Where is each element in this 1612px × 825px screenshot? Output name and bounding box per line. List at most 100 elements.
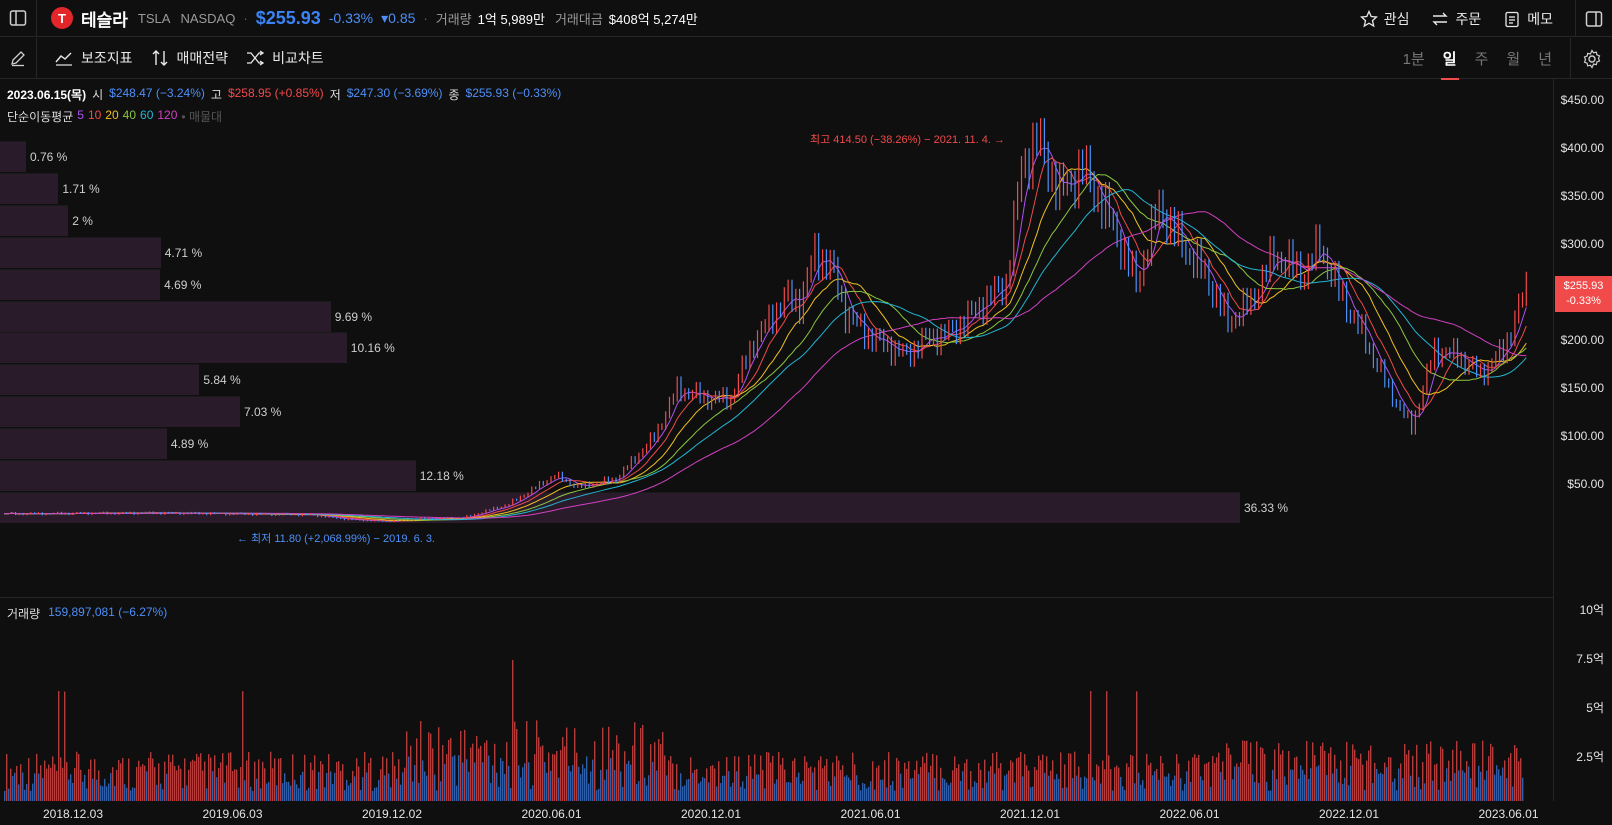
volume-bar [630, 764, 632, 801]
volume-bar [268, 781, 270, 801]
volume-bar [578, 766, 580, 801]
volume-bar [278, 758, 280, 801]
volume-divider[interactable] [0, 597, 1553, 598]
volume-bar [1460, 750, 1462, 801]
sidebar-toggle-icon[interactable] [0, 0, 37, 37]
price-chart[interactable]: 0.76 % 1.71 % 2 % 4.71 % 4.69 % 9.69 % 10.16 %… [0, 79, 1553, 580]
moving-average-legend[interactable]: 단순이동평균 5 10 20 40 60 120 • 매물대 [7, 108, 222, 125]
volume-bar [168, 754, 170, 801]
volume-bar [1298, 778, 1300, 801]
indicators-button[interactable]: 보조지표 [55, 48, 133, 68]
volume-bar [1360, 753, 1362, 801]
volume-bar [258, 759, 260, 801]
volume-bar [870, 781, 872, 801]
pencil-icon[interactable] [0, 37, 37, 79]
volume-bar [864, 783, 866, 801]
volume-bar [210, 757, 212, 801]
volume-bar [908, 761, 910, 801]
compare-button[interactable]: 비교차트 [246, 48, 324, 68]
volume-bar [1514, 745, 1516, 801]
tab-year[interactable]: 년 [1538, 51, 1552, 68]
volume-bar [216, 777, 218, 801]
volume-bar [6, 754, 8, 801]
volume-bar [746, 775, 748, 801]
volume-profile-label: 36.33 % [1244, 500, 1289, 515]
volume-bar [890, 785, 892, 801]
volume-bar [1494, 774, 1496, 801]
volume-bar [20, 764, 22, 801]
volume-bar [138, 760, 140, 801]
volume-bar [1080, 777, 1082, 801]
volume-bar [676, 764, 678, 801]
volume-bar [936, 755, 938, 801]
volume-bar [1448, 760, 1450, 801]
volume-bar [902, 787, 904, 801]
volume-bar [358, 766, 360, 801]
volume-bar [100, 785, 102, 801]
x-axis[interactable]: 2018.12.03 2019.06.03 2019.12.02 2020.06.01… [0, 801, 1553, 825]
tab-week[interactable]: 주 [1474, 51, 1489, 68]
volume-bar [686, 779, 688, 801]
volume-bar [1210, 786, 1212, 801]
volume-bar [768, 752, 770, 801]
volume-profile-toggle[interactable]: • 매물대 [181, 110, 223, 124]
order-button[interactable]: 주문 [1431, 9, 1481, 29]
volume-bar [568, 765, 570, 801]
volume-bar [962, 771, 964, 801]
volume-bar [1058, 778, 1060, 801]
volume-bar [38, 773, 40, 801]
strategy-button[interactable]: 매매전략 [151, 48, 228, 68]
tab-1min[interactable]: 1분 [1402, 51, 1425, 68]
volume-bar [1512, 786, 1514, 801]
volume-bar [834, 776, 836, 801]
volume-bar [1378, 773, 1380, 801]
volume-bar [716, 786, 718, 801]
volume-bar [250, 786, 252, 801]
y-axis[interactable]: $450.00$400.00$350.00$300.00$250.00$200.… [1553, 79, 1612, 801]
volume-bar [1484, 779, 1486, 801]
settings-gear-icon[interactable] [1570, 38, 1612, 79]
volume-bar [392, 752, 394, 801]
volume-bar [652, 761, 654, 801]
tab-day[interactable]: 일 [1440, 48, 1459, 80]
volume-bar [1006, 774, 1008, 801]
volume-bar [810, 766, 812, 801]
volume-bar [218, 768, 220, 801]
volume-chart[interactable] [0, 616, 1553, 801]
volume-bar [992, 753, 994, 801]
volume-bar [48, 764, 50, 801]
volume-bar [1172, 779, 1174, 801]
volume-bar [1296, 756, 1298, 801]
volume-bar [1188, 760, 1190, 801]
volume-bar [150, 752, 152, 801]
volume-bar [744, 788, 746, 801]
volume-bar [1362, 764, 1364, 801]
shuffle-icon [247, 50, 265, 66]
tab-month[interactable]: 월 [1506, 51, 1521, 68]
volume-bar [1164, 776, 1166, 801]
volume-bar [966, 759, 968, 801]
volume-bar [252, 790, 254, 801]
volume-bar [1478, 765, 1480, 801]
volume-bar [456, 785, 458, 801]
volume-bar [738, 756, 740, 801]
volume-bar [1218, 752, 1220, 801]
volume-bar [874, 789, 876, 801]
y-tick-label: $50.00 [1567, 477, 1604, 491]
panel-toggle-icon[interactable] [1575, 0, 1612, 37]
volume-bar [516, 728, 518, 801]
volume-bar [60, 757, 62, 801]
volume-bar [226, 765, 228, 801]
volume-bar [66, 762, 68, 801]
volume-bar [600, 769, 602, 801]
volume-bar [1010, 760, 1012, 801]
volume-bar [1330, 747, 1332, 801]
volume-bar [62, 767, 64, 801]
volume-bar [608, 726, 610, 801]
volume-bar [154, 767, 156, 801]
volume-bar [196, 753, 198, 801]
volume-profile-bar [0, 172, 59, 204]
volume-profile-label: 0.76 % [29, 150, 68, 164]
watch-button[interactable]: 관심 [1359, 9, 1409, 29]
memo-button[interactable]: 메모 [1503, 9, 1553, 29]
